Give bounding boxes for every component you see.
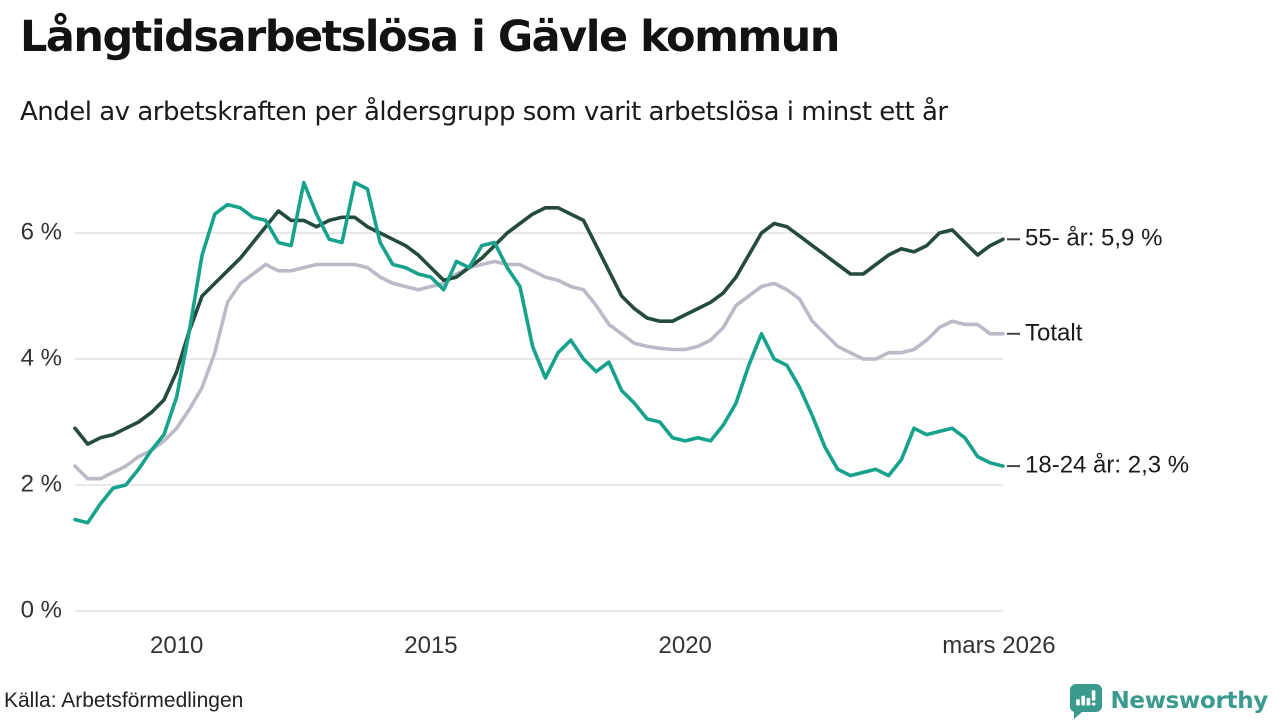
x-tick-label: 2020 <box>658 632 712 659</box>
y-tick-label: 2 % <box>20 470 62 498</box>
series-end-label-55-r: 55- år: 5,9 % <box>1025 224 1163 252</box>
page-title: Långtidsarbetslösa i Gävle kommun <box>20 12 840 62</box>
newsworthy-bubble-chart-icon <box>1070 684 1103 719</box>
brand-wordmark: Newsworthy <box>1110 687 1268 714</box>
brand-logo: Newsworthy <box>1068 682 1268 719</box>
y-tick-label: 0 % <box>20 596 62 624</box>
series-end-label-totalt: Totalt <box>1025 319 1083 347</box>
series-end-label-18-24-r: 18-24 år: 2,3 % <box>1025 451 1190 479</box>
x-tick-label: mars 2026 <box>942 632 1056 659</box>
source-note: Källa: Arbetsförmedlingen <box>4 689 244 712</box>
series-line-totalt <box>73 259 1005 481</box>
chart-subtitle: Andel av arbetskraften per åldersgrupp s… <box>20 97 948 127</box>
y-tick-label: 4 % <box>20 344 62 372</box>
y-tick-label: 6 % <box>20 218 62 246</box>
series-line-55-r <box>73 206 1005 446</box>
series-line-18-24-r <box>73 180 1005 525</box>
x-tick-label: 2015 <box>404 632 458 659</box>
x-tick-label: 2010 <box>149 632 204 659</box>
